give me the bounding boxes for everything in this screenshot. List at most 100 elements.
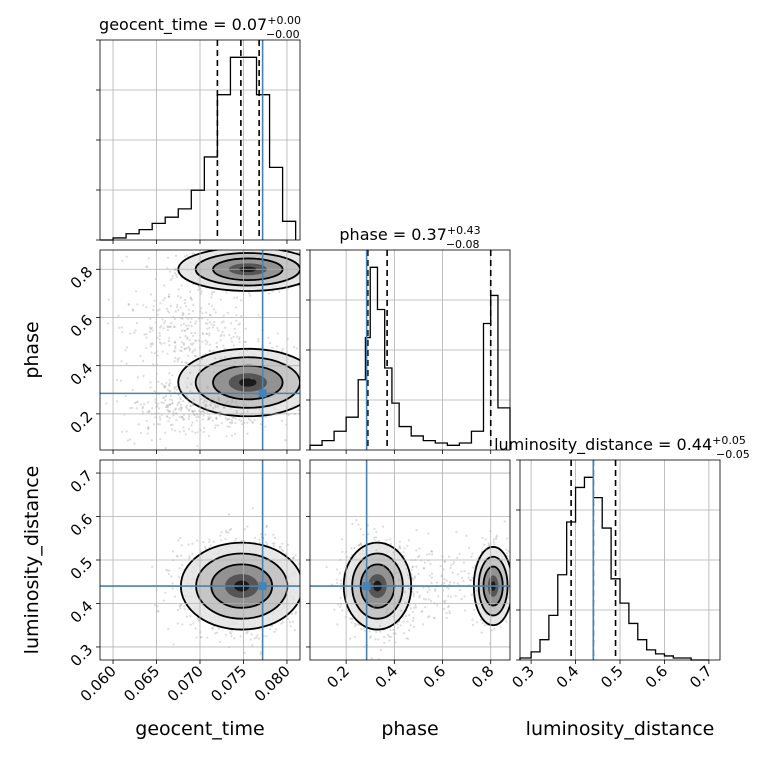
sample-point	[134, 402, 137, 405]
sample-point	[203, 406, 207, 410]
sample-point	[174, 310, 177, 313]
sample-point	[159, 437, 162, 441]
sample-point	[394, 632, 397, 635]
sample-point	[225, 435, 228, 438]
sample-point	[471, 623, 475, 626]
sample-point	[318, 375, 320, 377]
sample-point	[211, 291, 214, 294]
sample-point	[214, 424, 217, 427]
sample-point	[357, 523, 360, 526]
sample-point	[267, 242, 269, 244]
sample-point	[311, 363, 313, 365]
sample-point	[301, 593, 303, 595]
sample-point	[221, 330, 224, 333]
sample-point	[182, 413, 186, 416]
sample-point	[338, 361, 340, 363]
sample-point	[182, 322, 185, 325]
sample-point	[210, 293, 213, 296]
sample-point	[228, 631, 232, 634]
sample-point	[267, 292, 271, 295]
sample-point	[269, 341, 272, 345]
sample-point	[227, 531, 230, 534]
sample-point	[303, 257, 305, 259]
sample-point	[240, 299, 243, 302]
sample-point	[188, 290, 192, 293]
sample-point	[150, 439, 153, 442]
sample-point	[185, 254, 189, 257]
sample-point	[210, 401, 213, 404]
sample-point	[225, 529, 228, 532]
sample-point	[164, 320, 167, 323]
sample-point	[175, 388, 179, 391]
sample-point	[137, 423, 140, 426]
sample-point	[208, 321, 211, 324]
sample-point	[211, 326, 215, 329]
sample-point	[162, 384, 165, 387]
sample-point	[146, 432, 149, 435]
sample-point	[171, 274, 174, 277]
sample-point	[148, 330, 152, 333]
sample-point	[135, 290, 138, 293]
sample-point	[159, 418, 162, 421]
sample-point	[168, 379, 171, 382]
sample-point	[206, 340, 209, 344]
sample-point	[280, 622, 283, 625]
sample-point	[164, 431, 167, 434]
sample-point	[203, 411, 206, 414]
sample-point	[168, 270, 172, 273]
sample-point	[178, 576, 181, 579]
sample-point	[301, 373, 303, 375]
density-shade	[239, 378, 257, 387]
sample-point	[222, 344, 225, 347]
sample-point	[187, 312, 191, 316]
sample-point	[171, 374, 174, 377]
sample-point	[183, 302, 187, 305]
sample-point	[194, 348, 197, 351]
sample-point	[302, 385, 304, 387]
sample-point	[281, 542, 284, 545]
sample-point	[304, 286, 306, 288]
sample-point	[135, 400, 138, 404]
sample-point	[173, 387, 176, 390]
sample-point	[388, 635, 391, 638]
sample-point	[178, 401, 181, 404]
sample-point	[351, 618, 354, 621]
sample-point	[167, 383, 170, 386]
sample-point	[195, 320, 198, 323]
sample-point	[271, 346, 274, 349]
sample-point	[152, 305, 155, 308]
sample-point	[136, 376, 140, 379]
sample-point	[204, 339, 207, 342]
sample-point	[220, 422, 223, 425]
sample-point	[165, 394, 168, 397]
sample-point	[180, 544, 183, 547]
sample-point	[284, 439, 287, 442]
sample-point	[467, 572, 470, 575]
sample-point	[156, 402, 160, 405]
sample-point	[311, 610, 313, 612]
sample-point	[303, 267, 305, 269]
sample-point	[162, 327, 165, 330]
sample-point	[168, 344, 171, 347]
sample-point	[175, 419, 178, 422]
sample-point	[511, 582, 513, 584]
sample-point	[187, 415, 191, 418]
sample-point	[169, 394, 172, 397]
sample-point	[232, 335, 235, 338]
sample-point	[189, 614, 192, 618]
sample-point	[180, 345, 183, 349]
sample-point	[163, 386, 166, 389]
sample-point	[413, 576, 416, 579]
sample-point	[191, 421, 194, 424]
sample-point	[151, 406, 154, 410]
sample-point	[217, 411, 220, 414]
sample-point	[173, 340, 177, 344]
sample-point	[191, 404, 195, 407]
sample-point	[228, 425, 231, 428]
sample-point	[300, 570, 302, 572]
sample-point	[308, 393, 310, 395]
sample-point	[215, 346, 219, 349]
sample-point	[131, 406, 134, 409]
sample-point	[235, 537, 238, 540]
sample-point	[225, 291, 228, 294]
